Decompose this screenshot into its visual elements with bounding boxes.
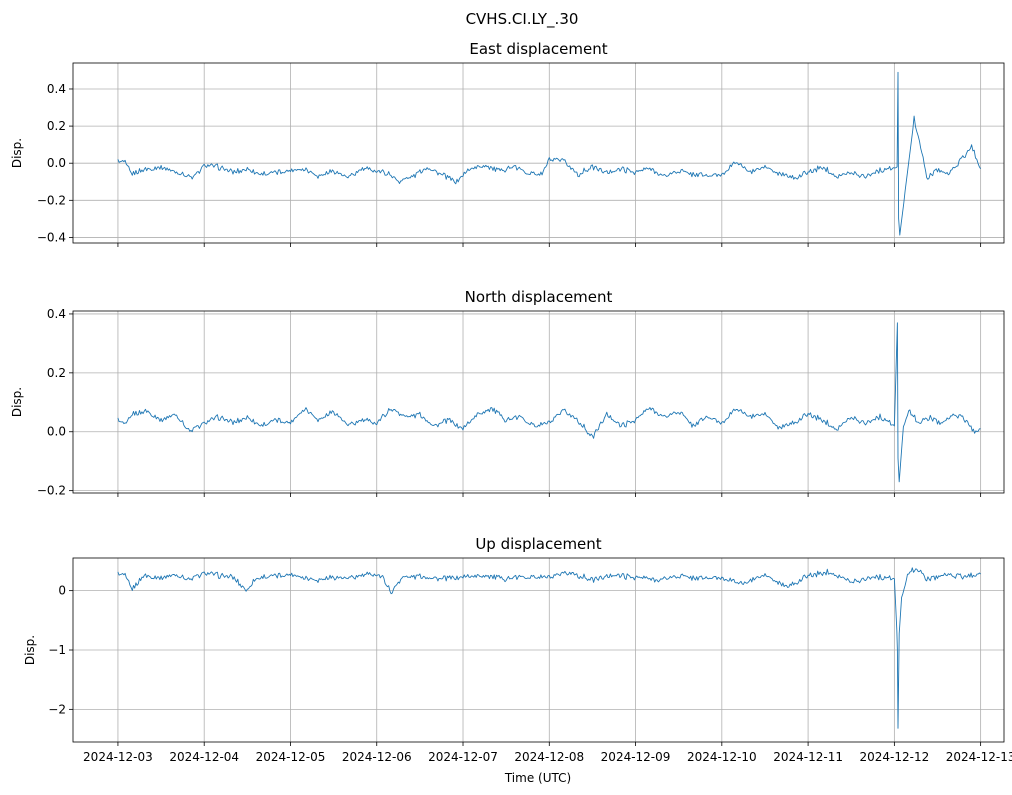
x-tick-label: 2024-12-09 <box>601 750 671 764</box>
east-displacement-panel: −0.4 −0.2 0.0 0.2 0.4 East displacement Disp. <box>10 40 1005 247</box>
north-y-tick-label: −0.2 <box>37 484 66 498</box>
up-series-line <box>117 567 981 729</box>
x-axis-label: Time (UTC) <box>504 771 571 785</box>
up-displacement-panel: 2024-12-03 2024-12-04 2024-12-05 2024-12-06… <box>23 535 1012 764</box>
north-y-tick-label: 0.4 <box>47 307 66 321</box>
x-tick-label: 2024-12-12 <box>859 750 929 764</box>
north-panel-title: North displacement <box>465 288 613 306</box>
figure-suptitle: CVHS.CI.LY_.30 <box>466 10 579 29</box>
east-y-tick-label: −0.2 <box>37 193 66 207</box>
up-panel-title: Up displacement <box>475 535 601 553</box>
x-tick-label: 2024-12-07 <box>428 750 498 764</box>
up-y-tick-label: −2 <box>48 702 66 716</box>
x-tick-label: 2024-12-05 <box>256 750 326 764</box>
x-tick-label: 2024-12-03 <box>83 750 153 764</box>
north-displacement-panel: −0.2 0.0 0.2 0.4 North displacement Disp. <box>10 288 1005 498</box>
x-tick-label: 2024-12-11 <box>773 750 843 764</box>
north-y-axis-label: Disp. <box>10 387 24 417</box>
north-y-tick-label: 0.2 <box>47 366 66 380</box>
east-y-tick-label: −0.4 <box>37 230 66 244</box>
up-y-tick-label: −1 <box>48 643 66 657</box>
east-y-tick-label: 0.2 <box>47 119 66 133</box>
north-axes-frame <box>72 310 1005 494</box>
up-y-tick-label: 0 <box>58 584 66 598</box>
east-axes-frame <box>72 62 1005 244</box>
x-tick-label: 2024-12-08 <box>514 750 584 764</box>
east-y-axis-label: Disp. <box>10 138 24 168</box>
north-y-tick-label: 0.0 <box>47 425 66 439</box>
east-panel-title: East displacement <box>469 40 607 58</box>
east-y-tick-label: 0.4 <box>47 82 66 96</box>
east-series-line <box>117 71 981 236</box>
up-y-axis-label: Disp. <box>23 635 37 665</box>
x-tick-label: 2024-12-06 <box>342 750 412 764</box>
east-y-tick-label: 0.0 <box>47 156 66 170</box>
x-tick-label: 2024-12-10 <box>687 750 757 764</box>
north-series-line <box>117 322 981 483</box>
x-tick-label: 2024-12-13 <box>946 750 1012 764</box>
x-tick-label: 2024-12-04 <box>169 750 239 764</box>
